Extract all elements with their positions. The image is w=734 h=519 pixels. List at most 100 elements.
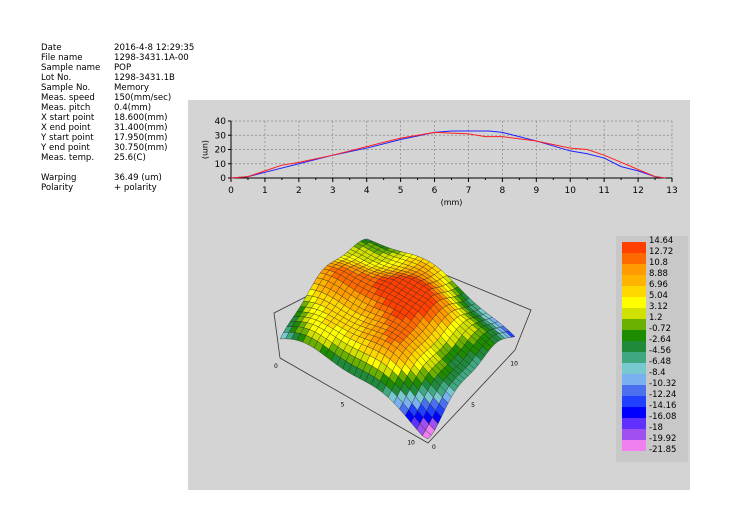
y-tick-label: 30 [215,131,227,141]
info-value: Memory [114,83,149,93]
axis-b-tick-label: 10 [510,360,518,367]
x-tick-label: 5 [398,186,404,196]
legend-item: -6.48 [616,357,688,374]
legend-swatch [622,429,646,440]
legend-item: 10.8 [616,258,688,275]
info-row: X start point 18.600(mm) [41,113,194,123]
legend-swatch [622,308,646,319]
legend-label: 12.72 [649,247,674,257]
y-tick-label: 0 [220,174,226,184]
legend-item: 14.64 [616,236,688,253]
info-value: 2016-4-8 12:29:35 [114,43,195,53]
x-tick-label: 10 [565,186,577,196]
x-tick-label: 2 [296,186,302,196]
info-value: 1298-3431.1B [114,73,175,83]
info-label: Meas. pitch [41,103,91,113]
legend-label: -21.85 [649,445,677,455]
x-tick-label: 9 [533,186,539,196]
legend-label: 14.64 [649,236,674,246]
y-tick-label: 20 [215,146,227,156]
info-label: Lot No. [41,73,72,83]
legend-label: -0.72 [649,324,671,334]
info-label: X end point [41,123,91,133]
series-line-1 [230,131,666,179]
legend-item: -16.08 [616,412,688,429]
legend-item: 8.88 [616,269,688,286]
legend-swatch [622,286,646,297]
info-row: Y end point 30.750(mm) [41,143,194,153]
legend-label: -14.16 [649,401,677,411]
legend-swatch [622,396,646,407]
legend-swatch [622,297,646,308]
y-tick-label: 10 [215,160,227,170]
info-label: File name [41,53,83,63]
axis-a-tick-label: 5 [341,401,345,408]
legend-label: 1.2 [649,313,663,323]
info-value: 17.950(mm) [114,133,168,143]
info-value: 150(mm/sec) [114,93,172,103]
legend-label: -10.32 [649,379,677,389]
legend-swatch [622,319,646,330]
legend-item: -12.24 [616,390,688,407]
axis-b-tick-label: 5 [471,402,475,409]
x-tick-label: 0 [228,186,234,196]
info-value: 1298-3431.1A-00 [114,53,189,63]
axis-b-tick-label: 0 [432,444,436,451]
info-label: Sample name [41,63,101,73]
x-tick-label: 4 [364,186,370,196]
legend-item: 5.04 [616,291,688,308]
info-label: Polarity [41,183,74,193]
box-base-edges [279,349,516,444]
info-row: Meas. pitch 0.4(mm) [41,103,194,113]
x-tick-label: 6 [432,186,438,196]
legend-item: -0.72 [616,324,688,341]
legend-label: -2.64 [649,335,671,345]
x-tick-label: 11 [598,186,609,196]
x-axis-label: (mm) [441,198,463,207]
axis-a-tick-label: 0 [274,363,278,370]
surface-mesh [279,238,516,440]
info-label: Meas. temp. [41,153,95,163]
legend-swatch [622,385,646,396]
measurement-info: Date 2016-4-8 12:29:35 File name 1298-3431.… [41,43,194,193]
info-value: 25.6(C) [114,153,146,163]
legend-label: -6.48 [649,357,671,367]
legend-swatch [622,363,646,374]
info-row: Meas. speed 150(mm/sec) [41,93,194,103]
info-value: + polarity [114,183,157,193]
legend-item: -21.85 [616,445,688,462]
info-label: Y start point [41,133,94,143]
legend-label: -8.4 [649,368,666,378]
x-tick-label: 1 [262,186,268,196]
legend-swatch [622,264,646,275]
info-value: POP [114,63,132,73]
info-row: Lot No. 1298-3431.1B [41,73,194,83]
legend-item: -18 [616,423,688,440]
x-tick-label: 13 [666,186,677,196]
legend-label: 6.96 [649,280,668,290]
info-row: Y start point 17.950(mm) [41,133,194,143]
info-row: Warping 36.49 (um) [41,173,194,183]
color-legend: 14.64 12.72 10.8 8.88 6.96 5.04 3.12 1.2 -0.72 -2… [616,236,688,462]
info-row: Polarity + polarity [41,183,194,193]
info-label: Date [41,43,62,53]
legend-label: -12.24 [649,390,677,400]
x-tick-label: 3 [330,186,336,196]
x-tick-label: 8 [500,186,506,196]
legend-item: 6.96 [616,280,688,297]
info-row: X end point 31.400(mm) [41,123,194,133]
legend-swatch [622,330,646,341]
legend-label: 10.8 [649,258,668,268]
info-value: 36.49 (um) [114,173,162,183]
info-row: Sample name POP [41,63,194,73]
legend-swatch [622,275,646,286]
legend-label: -19.92 [649,434,677,444]
info-label: Warping [41,173,77,183]
legend-item: 3.12 [616,302,688,319]
axis-a-tick-label: 10 [407,440,415,447]
surface-cell [422,429,432,440]
legend-label: 5.04 [649,291,668,301]
legend-swatch [622,374,646,385]
x-tick-label: 12 [632,186,643,196]
